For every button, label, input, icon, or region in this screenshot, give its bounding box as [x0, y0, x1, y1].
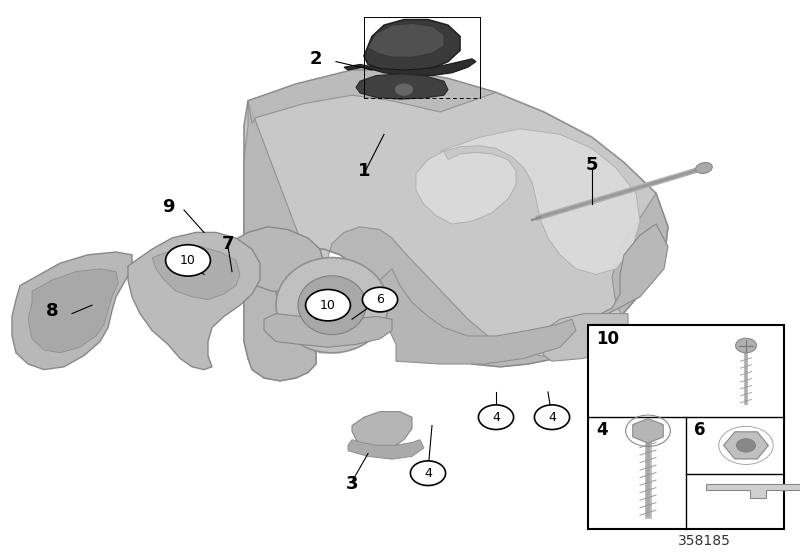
Ellipse shape [696, 162, 712, 174]
Polygon shape [368, 24, 444, 57]
Text: 4: 4 [596, 421, 608, 439]
Polygon shape [356, 74, 448, 99]
Text: 9: 9 [162, 198, 174, 216]
Ellipse shape [298, 276, 366, 335]
Circle shape [534, 405, 570, 430]
Circle shape [736, 438, 755, 452]
Text: 4: 4 [492, 410, 500, 424]
Text: 10: 10 [320, 298, 336, 312]
Circle shape [735, 338, 756, 353]
Text: 358185: 358185 [678, 534, 730, 548]
Polygon shape [584, 224, 668, 316]
Text: 10: 10 [596, 330, 619, 348]
FancyBboxPatch shape [588, 325, 784, 529]
Text: 7: 7 [222, 235, 234, 253]
Ellipse shape [276, 258, 388, 353]
Polygon shape [706, 484, 800, 498]
Circle shape [362, 287, 398, 312]
Text: 4: 4 [548, 410, 556, 424]
Text: 2: 2 [310, 50, 322, 68]
Text: 3: 3 [346, 475, 358, 493]
Text: 10: 10 [180, 254, 196, 267]
Polygon shape [244, 70, 668, 381]
Text: 6: 6 [376, 293, 384, 306]
Polygon shape [416, 129, 640, 274]
Circle shape [410, 461, 446, 486]
Circle shape [478, 405, 514, 430]
Polygon shape [344, 59, 476, 76]
Polygon shape [244, 101, 668, 381]
Text: 6: 6 [694, 421, 706, 439]
Text: 5: 5 [586, 156, 598, 174]
Polygon shape [540, 314, 628, 361]
Polygon shape [128, 232, 260, 370]
Polygon shape [264, 314, 392, 347]
Circle shape [306, 290, 350, 321]
Polygon shape [372, 269, 576, 364]
Polygon shape [364, 20, 460, 73]
Circle shape [394, 83, 414, 96]
Polygon shape [152, 246, 240, 300]
Polygon shape [28, 269, 118, 353]
Text: 1: 1 [358, 162, 370, 180]
Text: 8: 8 [46, 302, 58, 320]
Polygon shape [352, 412, 412, 451]
Text: 4: 4 [424, 466, 432, 480]
Circle shape [166, 245, 210, 276]
Polygon shape [248, 70, 496, 123]
Polygon shape [228, 227, 324, 291]
Polygon shape [348, 440, 424, 459]
Polygon shape [12, 252, 132, 370]
